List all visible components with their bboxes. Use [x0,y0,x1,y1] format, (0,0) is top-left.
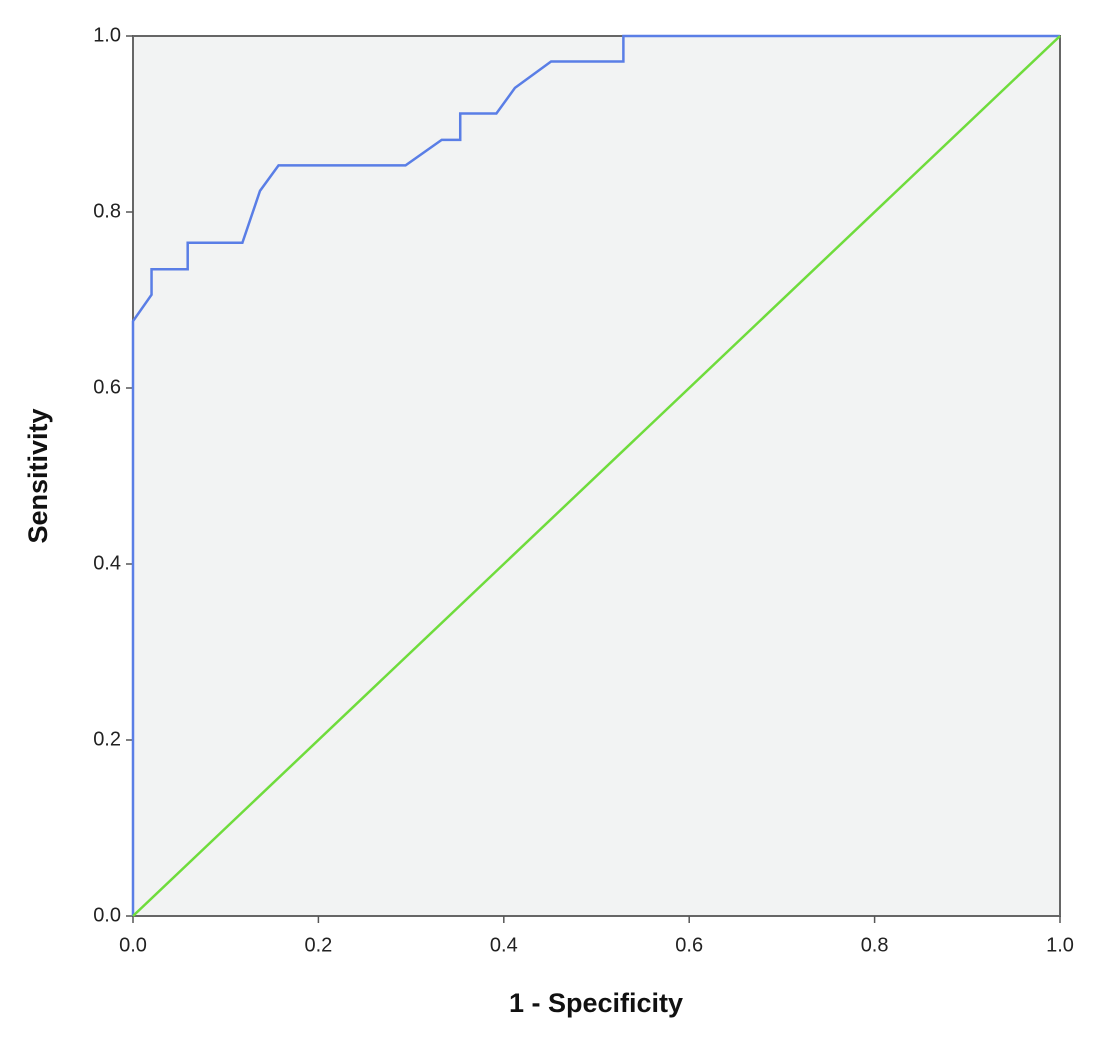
y-tick-label: 0.6 [93,376,121,398]
y-tick-label: 0.2 [93,728,121,750]
x-tick-label: 0.2 [304,934,332,956]
x-tick-label: 1.0 [1046,934,1074,956]
line-series [131,34,1060,916]
x-tick-label: 0.0 [119,934,147,956]
y-tick-label: 0.0 [93,904,121,926]
x-tick-label: 0.8 [861,934,889,956]
line-series [132,35,1061,917]
y-tick-label: 0.4 [93,552,121,574]
y-axis-title: Sensitivity [23,408,53,543]
x-axis-title: 1 - Specificity [509,988,683,1018]
y-tick-label: 1.0 [93,24,121,46]
x-tick-label: 0.6 [675,934,703,956]
y-tick-label: 0.8 [93,200,121,222]
x-tick-label: 0.4 [490,934,518,956]
